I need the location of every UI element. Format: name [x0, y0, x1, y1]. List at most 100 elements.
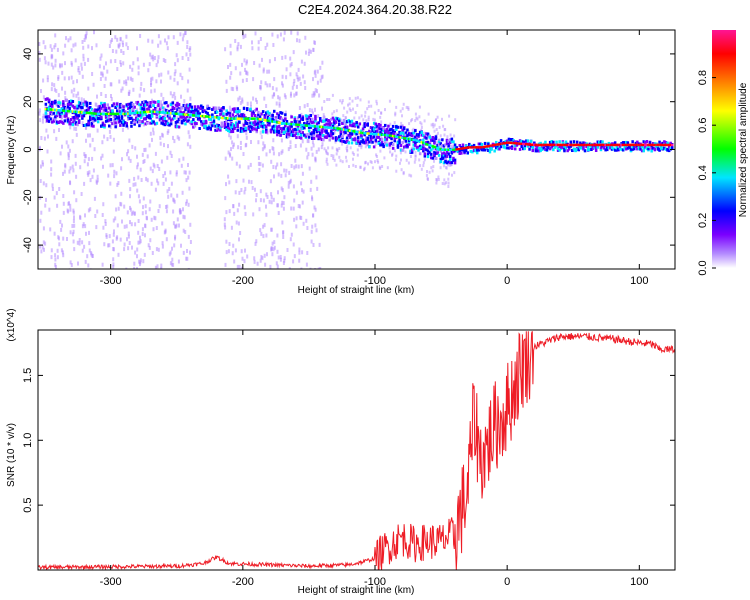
spectrogram-noise-cell	[293, 254, 296, 259]
spectrogram-ridge-cell	[84, 100, 87, 104]
spectrogram-noise-cell	[73, 190, 76, 195]
spectrogram-noise-cell	[273, 245, 276, 250]
spectrogram-noise-cell	[348, 165, 350, 168]
spectrogram-noise-cell	[123, 242, 126, 247]
spectrogram-ridge-cell	[371, 136, 374, 140]
spectrogram-ridge-core	[331, 126, 335, 130]
spectrogram-ridge-cell	[271, 127, 274, 131]
spectrogram-ridge-cell	[44, 102, 48, 106]
spectrogram-noise-cell	[181, 37, 184, 42]
spectrogram-ridge-cell	[269, 118, 273, 122]
spectrogram-ridge-cell	[447, 139, 450, 143]
spectrogram-ridge-cell	[379, 143, 382, 147]
spectrogram-noise-cell	[257, 140, 260, 145]
spectrogram-noise-cell	[115, 49, 118, 54]
spectrogram-noise-cell	[376, 159, 379, 163]
spectrogram-ridge-cell	[208, 124, 211, 128]
spectrogram-noise-cell	[77, 261, 79, 266]
spectrogram-noise-cell	[121, 219, 123, 224]
spectrogram-noise-cell	[225, 250, 228, 255]
spectrogram-noise-cell	[358, 116, 361, 120]
spectrogram-ridge-cell	[79, 101, 82, 105]
spectrogram-ridge-cell	[190, 122, 193, 126]
spectrogram-ridge-cell	[227, 126, 230, 130]
spectrogram-noise-cell	[238, 264, 241, 269]
spectrogram-noise-cell	[281, 81, 283, 86]
spectrogram-ridge-cell	[84, 123, 87, 127]
spectrogram-noise-cell	[187, 130, 190, 135]
spectrogram-ridge-cell	[563, 147, 566, 151]
spectrogram-ridge-cell	[233, 107, 236, 111]
spectrogram-noise-cell	[420, 122, 423, 126]
spectrogram-ridge-cell	[371, 126, 374, 130]
spectrogram-noise-cell	[292, 259, 295, 264]
spectrogram-ridge-cell	[252, 110, 255, 114]
spectrogram-noise-cell	[377, 160, 380, 164]
spectrogram-noise-cell	[399, 109, 402, 113]
spectrogram-noise-cell	[43, 56, 46, 61]
spectrogram-noise-cell	[292, 50, 295, 55]
spectrogram-ridge-cell	[58, 120, 62, 124]
spectrogram-noise-cell	[107, 173, 110, 178]
spectrogram-ridge-cell	[76, 114, 79, 118]
spectrogram-ridge-cell	[111, 109, 114, 113]
spectrogram-ridge-cell	[391, 146, 395, 150]
spectrogram-ridge-cell	[279, 116, 282, 120]
spectrogram-noise-cell	[53, 129, 56, 134]
spectrogram-ridge-core	[613, 143, 617, 147]
spectrogram-ridge-cell	[574, 149, 577, 153]
spectrogram-noise-cell	[136, 46, 138, 51]
spectrogram-noise-cell	[50, 47, 53, 52]
spectrogram-y-label: Frequency (Hz)	[6, 116, 17, 185]
spectrogram-ridge-cell	[174, 125, 178, 129]
spectrogram-ridge-cell	[117, 120, 121, 124]
spectrogram-ridge-core	[512, 141, 515, 145]
spectrogram-y-tick-label: 0	[22, 146, 34, 152]
spectrogram-noise-cell	[38, 108, 41, 113]
spectrogram-ridge-cell	[452, 150, 455, 154]
spectrogram-ridge-cell	[342, 140, 346, 144]
spectrogram-ridge-core	[647, 143, 650, 147]
spectrogram-ridge-cell	[639, 147, 642, 151]
spectrogram-ridge-cell	[274, 117, 278, 121]
spectrogram-noise-cell	[48, 207, 51, 212]
spectrogram-ridge-cell	[319, 136, 322, 140]
spectrogram-ridge-core	[182, 113, 186, 116]
spectrogram-ridge-cell	[120, 104, 124, 108]
spectrogram-noise-cell	[276, 233, 279, 238]
spectrogram-noise-cell	[239, 140, 242, 145]
spectrogram-ridge-cell	[466, 151, 469, 155]
spectrogram-noise-cell	[447, 177, 450, 181]
spectrogram-ridge-cell	[398, 141, 401, 145]
spectrogram-noise-cell	[249, 101, 252, 106]
spectrogram-ridge-cell	[120, 114, 124, 118]
spectrogram-noise-cell	[394, 158, 397, 162]
spectrogram-noise-cell	[175, 53, 178, 58]
spectrogram-noise-cell	[84, 213, 86, 218]
spectrogram-noise-cell	[120, 166, 123, 171]
spectrogram-noise-cell	[420, 125, 423, 129]
spectrogram-noise-cell	[375, 99, 378, 103]
spectrogram-ridge-cell	[265, 125, 268, 129]
spectrogram-ridge-cell	[141, 113, 144, 117]
spectrogram-noise-cell	[144, 204, 147, 209]
spectrogram-ridge-cell	[539, 141, 542, 145]
spectrogram-noise-cell	[265, 233, 268, 238]
spectrogram-ridge-cell	[217, 124, 220, 127]
spectrogram-ridge-cell	[293, 133, 297, 137]
spectrogram-ridge-cell	[531, 146, 534, 150]
spectrogram-noise-cell	[364, 110, 367, 114]
spectrogram-noise-cell	[371, 166, 374, 170]
spectrogram-ridge-cell	[100, 101, 103, 105]
spectrogram-ridge-core	[374, 132, 377, 136]
spectrogram-ridge-cell	[163, 101, 166, 105]
spectrogram-ridge-cell	[188, 110, 192, 113]
spectrogram-ridge-cell	[296, 127, 300, 131]
spectrogram-ridge-cell	[190, 108, 193, 112]
spectrogram-ridge-core	[139, 111, 143, 114]
spectrogram-noise-cell	[63, 169, 66, 174]
spectrogram-ridge-cell	[112, 122, 116, 126]
spectrogram-ridge-cell	[334, 136, 338, 140]
spectrogram-noise-cell	[259, 198, 262, 203]
spectrogram-noise-cell	[284, 55, 287, 60]
